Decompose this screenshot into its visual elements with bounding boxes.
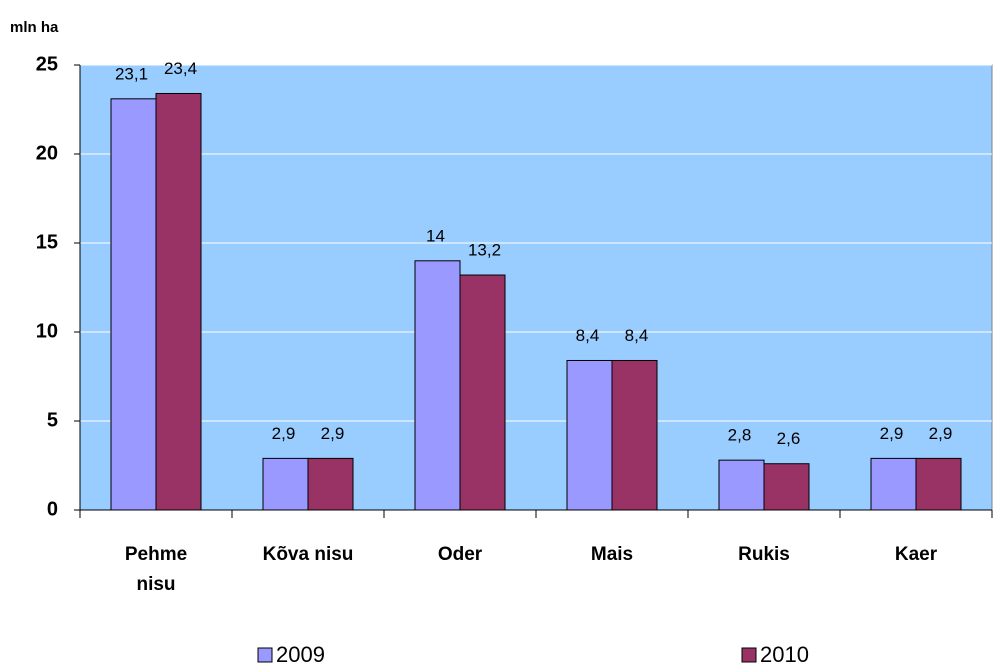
value-label: 2,9 xyxy=(880,424,904,443)
value-label: 8,4 xyxy=(625,326,649,345)
bar xyxy=(870,457,917,511)
legend-swatch xyxy=(257,647,273,663)
bar xyxy=(307,457,354,511)
x-tick-label: Kõva nisu xyxy=(262,544,354,565)
value-label: 2,9 xyxy=(929,424,953,443)
bar xyxy=(110,98,157,511)
legend-label: 2010 xyxy=(760,642,809,666)
x-tick-label: Mais xyxy=(590,544,634,565)
value-label: 8,4 xyxy=(576,326,600,345)
y-tick-label: 15 xyxy=(36,231,58,253)
y-tick-label: 0 xyxy=(47,498,58,520)
value-label: 2,9 xyxy=(321,424,345,443)
value-label: 2,8 xyxy=(728,426,752,445)
bar xyxy=(763,463,810,511)
legend-swatch xyxy=(741,647,757,663)
value-label: 13,2 xyxy=(468,241,501,260)
legend-label: 2009 xyxy=(276,642,325,666)
y-tick-label: 10 xyxy=(36,320,58,342)
bar xyxy=(262,457,309,511)
value-label: 23,1 xyxy=(115,64,148,83)
bar xyxy=(155,92,202,511)
x-tick-label: Oder xyxy=(437,544,483,565)
bar xyxy=(611,359,658,511)
x-tick-label: Kaer xyxy=(894,544,938,565)
y-axis-title: mln ha xyxy=(10,19,59,36)
y-tick-label: 20 xyxy=(36,142,58,164)
value-label: 2,9 xyxy=(272,424,296,443)
bar xyxy=(718,459,765,511)
plot-area xyxy=(79,64,993,511)
y-tick-label: 5 xyxy=(47,409,58,431)
value-label: 14 xyxy=(426,226,445,245)
y-tick-label: 25 xyxy=(36,53,58,75)
bar xyxy=(459,274,506,511)
x-tick-label: Rukis xyxy=(738,544,790,565)
bar xyxy=(915,457,962,511)
value-label: 2,6 xyxy=(777,429,801,448)
bar xyxy=(566,359,613,511)
bar xyxy=(414,260,461,511)
value-label: 23,4 xyxy=(164,59,197,78)
x-tick-label: Pehme nisu xyxy=(124,544,188,595)
